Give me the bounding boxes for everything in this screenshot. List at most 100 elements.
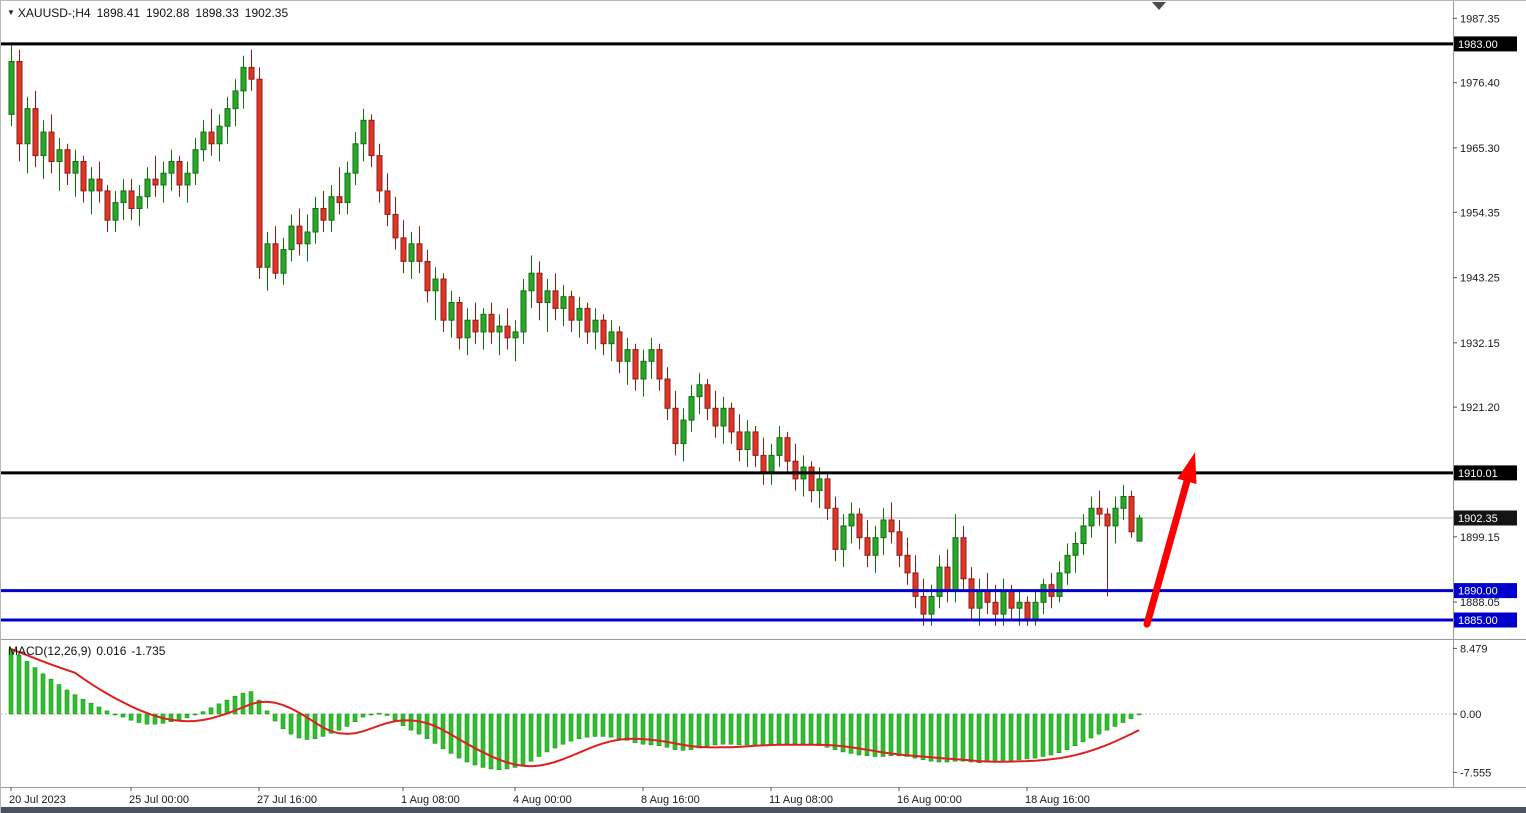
candle bbox=[536, 261, 543, 321]
candle bbox=[272, 226, 279, 279]
time-axis-label: 8 Aug 16:00 bbox=[641, 794, 700, 806]
macd-signal-line bbox=[10, 648, 1140, 768]
candle bbox=[912, 555, 919, 609]
candle bbox=[1112, 496, 1119, 544]
candle bbox=[680, 408, 687, 462]
candle bbox=[528, 255, 535, 309]
collapse-triangle-icon[interactable]: ▼ bbox=[7, 8, 15, 17]
candle bbox=[672, 390, 679, 456]
candle bbox=[264, 232, 271, 291]
bottom-strip bbox=[1, 807, 1526, 813]
candle bbox=[104, 185, 111, 232]
ohlc-high: 1902.88 bbox=[146, 6, 190, 20]
price-axis-label: 1899.15 bbox=[1460, 532, 1500, 544]
macd-main-value: 0.016 bbox=[96, 644, 127, 658]
candle bbox=[344, 161, 351, 215]
chart-header: ▼ XAUUSD-;H4 1898.41 1902.88 1898.33 1902.35 bbox=[7, 6, 288, 20]
candle bbox=[704, 379, 711, 421]
time-axis-label: 16 Aug 00:00 bbox=[897, 794, 962, 806]
candle bbox=[232, 79, 239, 127]
candle bbox=[288, 214, 295, 262]
candle bbox=[488, 302, 495, 344]
candle bbox=[888, 502, 895, 544]
candle bbox=[376, 143, 383, 203]
candle bbox=[136, 185, 143, 227]
candle bbox=[16, 49, 23, 162]
candle bbox=[736, 414, 743, 462]
candle bbox=[304, 214, 311, 262]
candle bbox=[512, 320, 519, 362]
candle bbox=[840, 514, 847, 568]
price-level-tag-text: 1890.00 bbox=[1458, 586, 1498, 598]
candle bbox=[696, 373, 703, 415]
candle bbox=[192, 138, 199, 185]
candle bbox=[152, 155, 159, 197]
candle bbox=[328, 185, 335, 232]
chart-shift-marker-icon[interactable] bbox=[1152, 2, 1166, 10]
candle bbox=[584, 302, 591, 344]
candle bbox=[608, 320, 615, 362]
candle bbox=[1128, 490, 1135, 538]
price-axis-label: 1943.25 bbox=[1460, 273, 1500, 285]
candle bbox=[200, 120, 207, 162]
candle bbox=[208, 108, 215, 156]
candle bbox=[592, 308, 599, 350]
candle bbox=[648, 337, 655, 379]
price-level-tag bbox=[1454, 36, 1517, 52]
candle bbox=[472, 302, 479, 344]
candle bbox=[504, 308, 511, 350]
candle bbox=[1056, 561, 1063, 603]
candle bbox=[1136, 514, 1143, 542]
candle bbox=[880, 508, 887, 556]
candle bbox=[72, 149, 79, 197]
candle bbox=[896, 520, 903, 568]
candle bbox=[216, 114, 223, 162]
candle bbox=[40, 120, 47, 180]
candle bbox=[96, 161, 103, 203]
candle bbox=[968, 567, 975, 620]
price-level-tag bbox=[1454, 465, 1517, 481]
candle bbox=[784, 431, 791, 473]
candle bbox=[80, 155, 87, 203]
axes: 1987.35 1976.40 1965.30 1954.35 1943.25 1932.… bbox=[9, 13, 1517, 806]
candle bbox=[280, 237, 287, 285]
candle bbox=[560, 284, 567, 327]
candle bbox=[712, 390, 719, 438]
candle bbox=[920, 578, 927, 626]
price-level-tag bbox=[1454, 612, 1517, 628]
price-level-tag bbox=[1454, 510, 1517, 526]
candle bbox=[664, 367, 671, 421]
candle bbox=[120, 179, 127, 221]
candle bbox=[240, 55, 247, 109]
macd-indicator-name: MACD(12,26,9) bbox=[8, 644, 92, 658]
candle bbox=[8, 43, 15, 127]
price-level-tag-text: 1910.01 bbox=[1458, 468, 1498, 480]
time-axis-label: 18 Aug 16:00 bbox=[1025, 794, 1090, 806]
macd-header: MACD(12,26,9) 0.016 -1.735 bbox=[8, 644, 170, 658]
candle bbox=[792, 443, 799, 491]
ohlc-open: 1898.41 bbox=[96, 6, 140, 20]
candle bbox=[184, 161, 191, 203]
candle bbox=[728, 402, 735, 444]
price-level-tag-text: 1885.00 bbox=[1458, 615, 1498, 627]
candle bbox=[464, 308, 471, 356]
candle bbox=[1088, 496, 1095, 538]
candle bbox=[752, 426, 759, 468]
time-axis-label: 27 Jul 16:00 bbox=[257, 794, 317, 806]
candle bbox=[744, 420, 751, 468]
candle bbox=[1064, 543, 1071, 585]
candle bbox=[128, 179, 135, 221]
trend-arrow[interactable] bbox=[1143, 452, 1197, 628]
candle bbox=[632, 343, 639, 391]
candle bbox=[496, 314, 503, 356]
candle bbox=[48, 114, 55, 174]
candle bbox=[432, 267, 439, 321]
candle bbox=[600, 314, 607, 356]
price-axis-label: 1921.20 bbox=[1460, 402, 1500, 414]
candle bbox=[1080, 514, 1087, 556]
candle bbox=[688, 384, 695, 432]
candle bbox=[64, 143, 71, 185]
candle bbox=[656, 343, 663, 391]
candle bbox=[864, 520, 871, 568]
